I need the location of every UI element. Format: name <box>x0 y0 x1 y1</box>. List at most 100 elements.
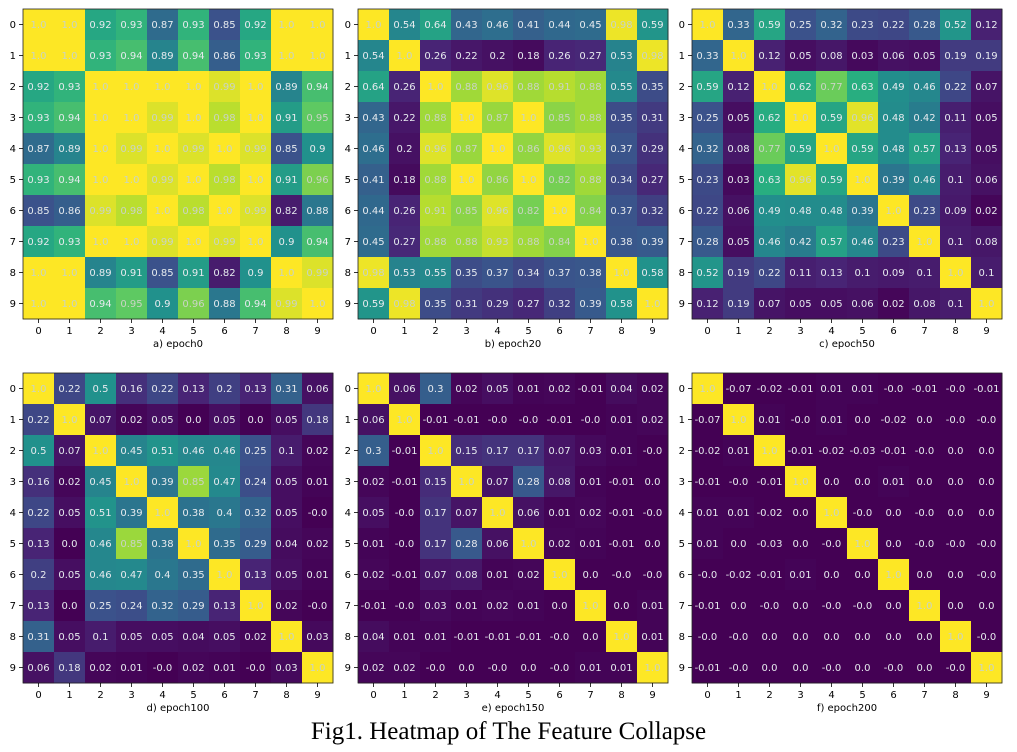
heatmap-cell <box>544 621 576 653</box>
heatmap-cell <box>240 559 272 591</box>
cell-value-label: 0.05 <box>789 51 811 62</box>
heatmap-cell <box>209 102 241 134</box>
cell-value-label: -0.0 <box>946 384 966 395</box>
heatmap-cell <box>420 373 452 405</box>
heatmap-cell <box>723 257 755 289</box>
heatmap-cell <box>909 497 941 529</box>
cell-value-label: 0.92 <box>27 82 49 93</box>
heatmap-cell <box>692 621 724 653</box>
heatmap-cell <box>451 71 483 103</box>
heatmap-panel-c: 1.0 0.33 0.59 0.25 0.32 0.23 0.22 0.28 0.52 0.120… <box>679 8 1003 350</box>
heatmap-cell <box>785 435 817 467</box>
cell-value-label: 0.0 <box>917 477 933 488</box>
heatmap-cell <box>940 559 972 591</box>
heatmap-cell <box>544 195 576 227</box>
heatmap-cell <box>544 226 576 258</box>
cell-value-label: 0.88 <box>213 299 235 310</box>
heatmap-cell <box>209 40 241 72</box>
heatmap-cell <box>971 226 1003 258</box>
cell-value-label: -0.0 <box>915 446 935 457</box>
heatmap-cell <box>754 435 786 467</box>
heatmap-cell <box>54 404 86 436</box>
x-tick-label: 6 <box>221 690 227 701</box>
cell-value-label: 1.0 <box>248 175 264 186</box>
cell-value-label: 0.87 <box>151 20 173 31</box>
cell-value-label: 1.0 <box>248 113 264 124</box>
y-tick-label: 4 <box>679 508 685 519</box>
cell-value-label: 0.9 <box>310 144 326 155</box>
heatmap-cell <box>209 195 241 227</box>
heatmap-cell <box>606 133 638 165</box>
x-tick-label: 5 <box>859 326 865 337</box>
heatmap-cell <box>482 590 514 622</box>
heatmap-cell <box>575 71 607 103</box>
cell-value-label: 1.0 <box>583 601 599 612</box>
cell-value-label: 0.01 <box>727 446 749 457</box>
cell-value-label: 0.01 <box>641 632 663 643</box>
heatmap-cell <box>209 497 241 529</box>
heatmap-cell <box>878 133 910 165</box>
heatmap-cell <box>147 528 179 560</box>
y-tick-label: 8 <box>10 632 16 643</box>
cell-value-label: -0.0 <box>853 601 873 612</box>
heatmap-cell <box>754 288 786 320</box>
cell-value-label: 0.35 <box>182 570 204 581</box>
cell-value-label: 0.22 <box>455 51 477 62</box>
cell-value-label: 0.32 <box>641 206 663 217</box>
heatmap-cell <box>971 288 1003 320</box>
cell-value-label: 1.0 <box>948 632 964 643</box>
heatmap-cell <box>575 288 607 320</box>
y-tick-label: 8 <box>10 268 16 279</box>
heatmap-cell <box>575 133 607 165</box>
cell-value-label: -0.01 <box>454 415 480 426</box>
heatmap-cell <box>271 590 303 622</box>
cell-value-label: -0.07 <box>726 384 752 395</box>
cell-value-label: 1.0 <box>397 415 413 426</box>
cell-value-label: 0.08 <box>820 51 842 62</box>
heatmap-cell <box>116 257 148 289</box>
y-tick-label: 9 <box>345 663 351 674</box>
cell-value-label: 0.07 <box>455 508 477 519</box>
heatmap-cell <box>692 435 724 467</box>
cell-value-label: 1.0 <box>310 20 326 31</box>
x-tick-label: 1 <box>735 690 741 701</box>
heatmap-cell <box>85 466 117 498</box>
cell-value-label: 0.26 <box>424 51 446 62</box>
heatmap-cell <box>544 559 576 591</box>
heatmap-cell <box>482 164 514 196</box>
heatmap-cell <box>544 102 576 134</box>
heatmap-cell <box>754 71 786 103</box>
heatmap-cell <box>23 257 55 289</box>
heatmap-cell <box>785 466 817 498</box>
cell-value-label: 0.0 <box>793 508 809 519</box>
subplot-caption: f) epoch200 <box>817 703 877 714</box>
heatmap-cell <box>178 404 210 436</box>
x-tick-label: 9 <box>314 326 320 337</box>
cell-value-label: 0.2 <box>490 51 506 62</box>
heatmap-cell <box>389 621 421 653</box>
heatmap-cell <box>420 288 452 320</box>
y-tick-label: 5 <box>345 539 351 550</box>
cell-value-label: 0.31 <box>455 299 477 310</box>
plot-frame <box>691 372 1003 684</box>
cell-value-label: 0.52 <box>944 20 966 31</box>
heatmap-cell <box>878 497 910 529</box>
cell-value-label: 0.9 <box>248 268 264 279</box>
cell-value-label: 0.02 <box>120 415 142 426</box>
heatmap-cell <box>23 102 55 134</box>
cell-value-label: 1.0 <box>614 268 630 279</box>
heatmap-cell <box>147 590 179 622</box>
cell-value-label: 0.51 <box>89 508 111 519</box>
cell-value-label: 0.02 <box>455 384 477 395</box>
cell-value-label: 0.05 <box>727 237 749 248</box>
cell-value-label: -0.01 <box>609 508 635 519</box>
cell-value-label: 0.46 <box>486 20 508 31</box>
cell-value-label: 0.98 <box>120 206 142 217</box>
cell-value-label: 0.22 <box>27 508 49 519</box>
subplot-caption: b) epoch20 <box>485 339 542 350</box>
cell-value-label: 0.0 <box>855 570 871 581</box>
cell-value-label: 0.0 <box>62 601 78 612</box>
x-tick-label: 2 <box>432 326 438 337</box>
cell-value-label: 0.01 <box>517 384 539 395</box>
